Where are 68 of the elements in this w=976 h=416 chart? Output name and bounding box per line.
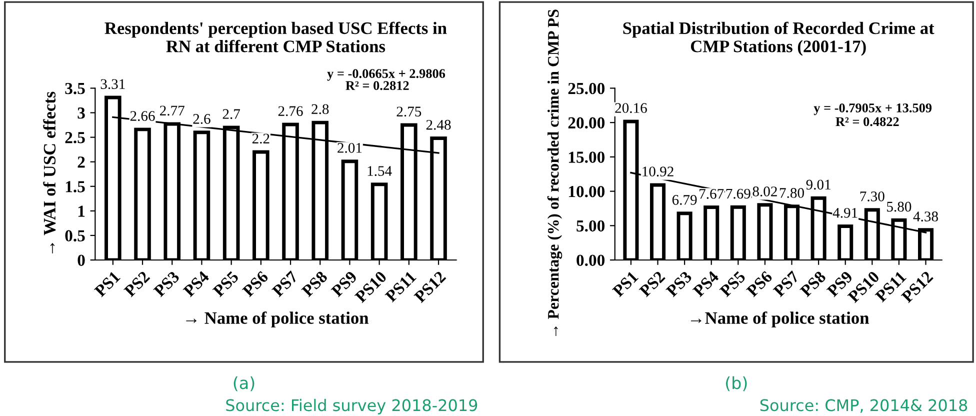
data-label: 5.80 [887,202,912,212]
x-tick-label: PS1 [612,270,639,298]
source-note: Source: CMP, 2014& 2018 [760,399,968,413]
text: y = -0.0665x + 2.9806 [327,69,446,81]
x-tick-label: PS7 [772,270,800,298]
y-tick-label: 2 [78,156,85,168]
y-tick-label: 20.00 [568,117,605,129]
y-tick-label: 15.00 [568,152,605,163]
y-tick-label: 3.5 [65,82,85,94]
annotation: R² = 0.2812 [346,81,409,90]
y-tick-label: 3 [78,107,85,119]
text: (b) [726,376,747,392]
y-tick-label: 0.5 [65,230,85,242]
chart-title: Spatial Distribution of Recorded Crime at CMP Stations (2001-17) [623,22,934,56]
x-tick-label: PS3 [153,270,180,298]
y-tick-label: 1 [78,206,85,217]
x-tick-label: PS1 [94,270,121,298]
x-tick-label: PS2 [638,270,666,298]
y-axis-title: → Percentage (%) of recorded crime in CMP PS [547,10,562,336]
y-tick-label: 0.00 [576,254,605,266]
data-label: 6.79 [672,195,697,205]
x-tick-label: PS4 [692,270,720,298]
data-label: 2.75 [396,106,422,117]
data-label: 2.7 [222,109,240,120]
x-tick-label: PS8 [799,270,826,298]
x-tick-label: PS5 [719,270,746,298]
annotation: y = -0.7905x + 13.509 [814,103,932,116]
x-tick-label: PS6 [746,270,773,298]
data-label: 9.01 [806,180,830,190]
data-label: 1.54 [368,166,392,176]
data-label: 2.6 [193,114,210,124]
y-tick-label: 25.00 [568,82,605,94]
data-label: 2.2 [252,134,270,144]
y-tick-label: 0 [78,254,85,266]
x-axis-title: → Name of police station [186,312,369,328]
x-tick-label: PS3 [665,270,692,298]
x-tick-label: PS7 [271,270,299,298]
data-label: 2.01 [338,142,362,153]
x-tick-label: PS5 [212,270,240,298]
data-label: 7.80 [780,188,804,198]
data-label: 2.76 [278,106,303,116]
y-tick-label: 1.5 [66,181,85,192]
data-label: 4.38 [913,212,938,222]
data-label: 7.30 [860,191,884,202]
source-note: Source: Field survey 2018-2019 [226,398,478,414]
y-axis-title: → WAI of USC effects [43,92,56,254]
data-label: 3.31 [100,79,125,90]
x-tick-label: PS4 [182,270,210,298]
data-label: 20.16 [615,103,647,113]
y-tick-label: 5.00 [576,220,605,232]
annotation: R² = 0.4822 [836,117,899,126]
data-label: 2.48 [426,120,451,130]
y-tick-label: 10.00 [568,186,605,198]
x-tick-label: PS8 [301,270,328,298]
x-tick-label: PS2 [123,270,150,298]
chart-title: Respondents' perception based USC Effects in RN at different CMP Stations [104,22,447,52]
x-axis-title: →Name of police station [691,312,869,328]
data-label: 4.91 [832,208,858,218]
data-label: 10.92 [642,166,674,176]
data-label: 2.66 [130,111,155,121]
data-label: 7.69 [726,188,750,199]
data-label: 7.67 [700,188,724,199]
text: (a) [234,376,254,392]
x-tick-label: PS6 [242,270,269,298]
data-label: 2.8 [312,104,329,114]
y-tick-label: 2.5 [65,132,85,144]
data-label: 2.77 [160,106,184,116]
data-label: 8.02 [752,186,777,196]
